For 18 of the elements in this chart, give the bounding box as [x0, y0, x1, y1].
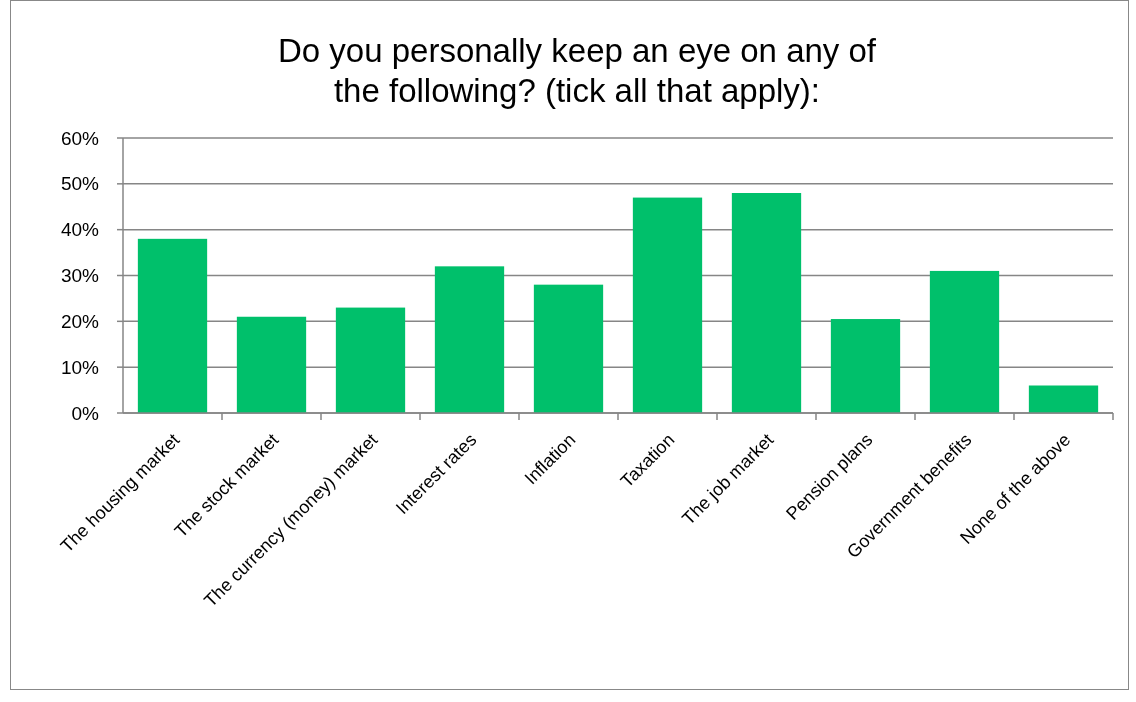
- y-tick-label: 30%: [60, 265, 100, 287]
- bar: [632, 197, 703, 413]
- bar: [1028, 385, 1099, 413]
- bar: [236, 316, 307, 413]
- bar: [731, 193, 802, 413]
- y-tick-label: 10%: [60, 356, 100, 378]
- bar: [929, 270, 1000, 413]
- bar: [830, 319, 901, 413]
- y-tick-label: 0%: [71, 402, 100, 424]
- bar: [434, 266, 505, 413]
- chart-title: Do you personally keep an eye on any of the following? (tick all that apply):: [277, 32, 877, 109]
- y-tick-label: 50%: [60, 173, 100, 195]
- bar: [533, 284, 604, 413]
- y-tick-label: 60%: [60, 127, 100, 149]
- y-tick-label: 40%: [60, 219, 100, 241]
- bar: [335, 307, 406, 413]
- y-tick-label: 20%: [60, 310, 100, 332]
- bar: [137, 238, 208, 413]
